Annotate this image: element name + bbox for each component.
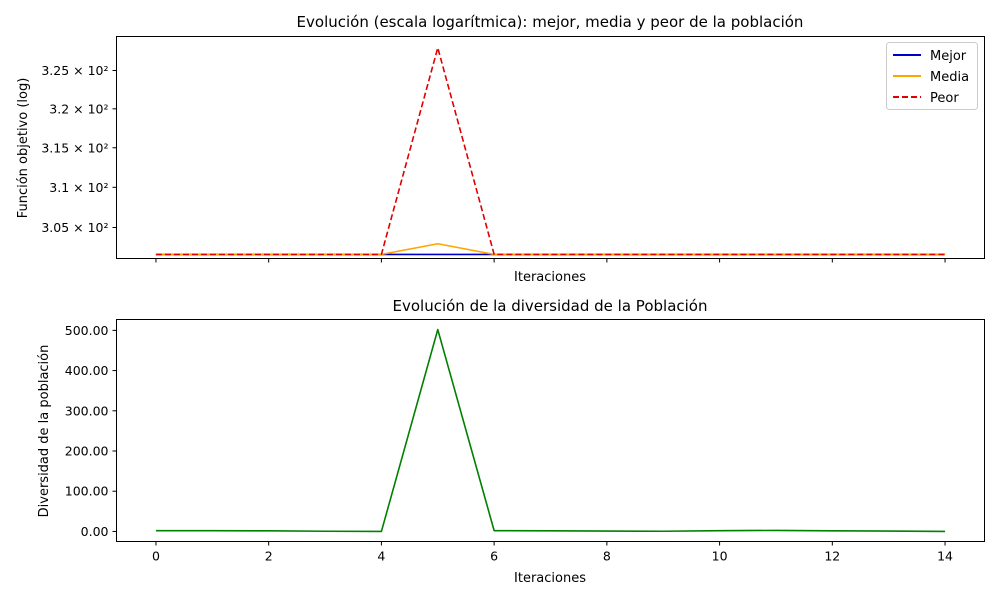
top-chart-legend: Mejor Media Peor xyxy=(886,42,978,110)
top-chart-y-axis-label: Función objetivo (log) xyxy=(16,78,31,219)
bottom-chart-x-axis-label: Iteraciones xyxy=(514,571,586,586)
top-chart: Evolución (escala logarítmica): mejor, m… xyxy=(16,13,985,285)
bottom-series-line-diversidad xyxy=(155,328,946,533)
legend-label-media: Media xyxy=(930,70,969,85)
bottom-x-tick-label: 2 xyxy=(265,549,273,564)
top-y-tick-label: 3.05 × 10² xyxy=(41,220,108,235)
legend-label-mejor: Mejor xyxy=(930,49,967,64)
bottom-chart-plot-area: 0.00 100.00 200.00 300.00 400.00 500.00 0 2 4 6 8 1… xyxy=(65,323,953,564)
bottom-y-tick-label: 300.00 xyxy=(65,403,109,418)
top-series-line-peor xyxy=(155,46,946,256)
top-y-tick-label: 3.25 × 10² xyxy=(41,63,108,78)
bottom-chart: Evolución de la diversidad de la Poblaci… xyxy=(37,297,985,586)
bottom-y-tick-label: 100.00 xyxy=(65,484,109,499)
bottom-x-tick-label: 8 xyxy=(603,549,611,564)
bottom-y-tick-label: 200.00 xyxy=(65,444,109,459)
bottom-x-tick-label: 0 xyxy=(152,549,160,564)
top-y-tick-label: 3.1 × 10² xyxy=(49,180,108,195)
bottom-x-tick-label: 6 xyxy=(490,549,498,564)
top-chart-title: Evolución (escala logarítmica): mejor, m… xyxy=(297,13,804,31)
top-y-tick-label: 3.2 × 10² xyxy=(49,101,108,116)
top-chart-plot-area: 3.05 × 10² 3.1 × 10² 3.15 × 10² 3.2 × 10² 3.… xyxy=(41,46,946,263)
legend-label-peor: Peor xyxy=(930,91,959,106)
bottom-x-tick-label: 12 xyxy=(824,549,840,564)
bottom-x-tick-label: 10 xyxy=(712,549,728,564)
top-chart-frame xyxy=(116,36,985,259)
top-chart-x-axis-label: Iteraciones xyxy=(514,270,586,285)
bottom-chart-title: Evolución de la diversidad de la Poblaci… xyxy=(393,297,708,315)
bottom-y-tick-label: 400.00 xyxy=(65,363,109,378)
top-y-tick-label: 3.15 × 10² xyxy=(41,140,108,155)
legend-frame xyxy=(886,42,978,110)
bottom-y-tick-label: 0.00 xyxy=(81,524,109,539)
bottom-chart-y-axis-label: Diversidad de la población xyxy=(37,345,52,518)
bottom-y-tick-label: 500.00 xyxy=(65,323,109,338)
bottom-x-tick-label: 14 xyxy=(937,549,953,564)
bottom-x-tick-label: 4 xyxy=(377,549,385,564)
bottom-chart-frame xyxy=(116,319,985,542)
